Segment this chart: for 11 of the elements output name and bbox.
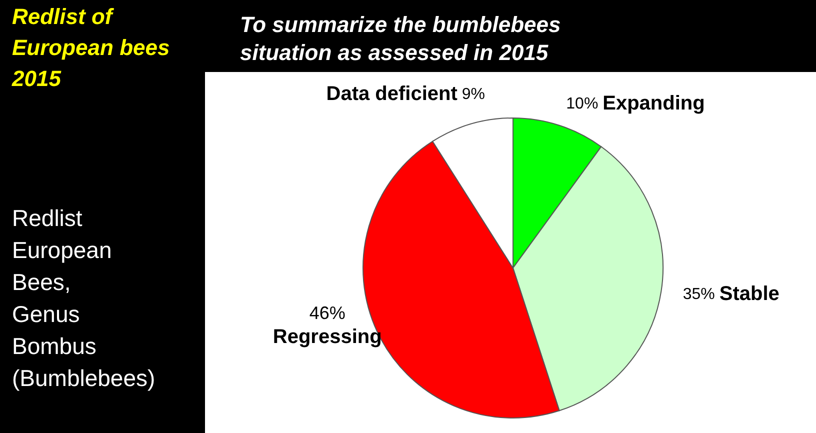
data-label: 35% [682,286,720,304]
text: Redlist of European bees 2015 [11,4,170,91]
data-label: 46% [309,303,346,324]
data-label: 10% [566,96,603,113]
slice-label: Regressing [272,326,382,348]
text: Redlist European Bees, Genus Bombus (Bumblebees) [12,205,156,391]
data-label: 9% [457,86,486,104]
slice-label: Stable [719,283,780,306]
slice-label: Data deficient [326,83,458,106]
slice-label: Expanding [602,92,705,115]
chart-subtitle: To summarize the bumblebees situation as assessed in 2015 [240,12,561,65]
